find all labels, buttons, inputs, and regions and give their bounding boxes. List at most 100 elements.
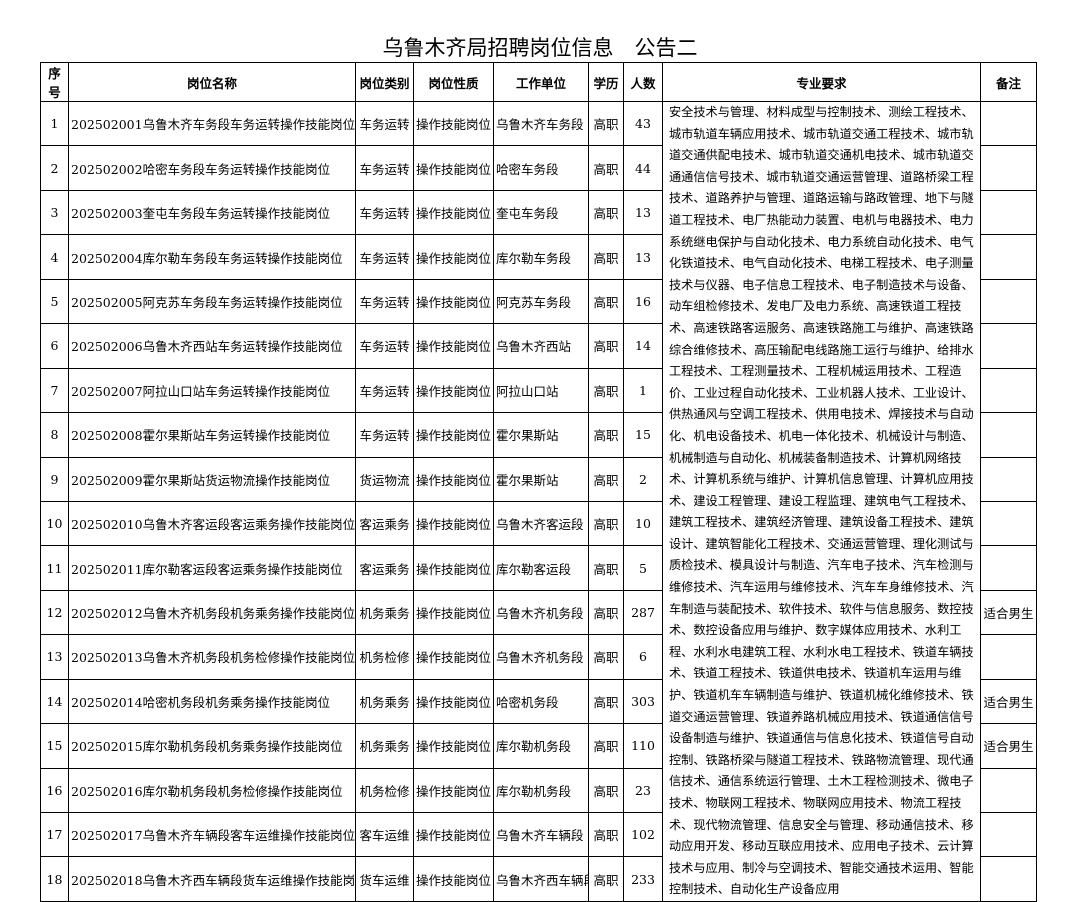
- table-cell: 高职: [588, 589, 624, 636]
- remark-cell: [980, 811, 1037, 858]
- table-cell: 高职: [588, 234, 624, 280]
- table-cell: 15: [40, 723, 69, 769]
- table-cell: 110: [623, 723, 663, 769]
- table-cell: 23: [623, 767, 663, 814]
- table-cell: 233: [623, 856, 663, 902]
- table-cell: 货车运维: [355, 856, 414, 902]
- table-cell: 车务运转: [355, 145, 414, 191]
- table-cell: 车务运转: [355, 367, 414, 414]
- table-cell: 阿拉山口站: [493, 367, 589, 414]
- table-cell: 高职: [588, 100, 624, 147]
- table-cell: 202502002哈密车务段车务运转操作技能岗位: [68, 145, 356, 191]
- job-table: 序号 岗位名称 岗位类别 岗位性质 工作单位 学历 人数 专业要求 备注 1 202502001乌…: [40, 62, 1037, 902]
- table-cell: 202502003奎屯车务段车务运转操作技能岗位: [68, 189, 356, 236]
- table-cell: 操作技能岗位: [413, 589, 494, 636]
- table-cell: 乌鲁木齐机务段: [493, 589, 589, 636]
- header-cell: 岗位类别: [355, 62, 414, 102]
- table-row: 12 202502012乌鲁木齐机务段机务乘务操作技能岗位 机务乘务 操作技能岗位 乌鲁…: [40, 589, 1037, 636]
- table-cell: 43: [623, 100, 663, 147]
- remark-cell: [980, 278, 1037, 325]
- header-cell: 序号: [40, 62, 69, 102]
- remark-cell: [980, 145, 1037, 191]
- table-row: 2 202502002哈密车务段车务运转操作技能岗位 车务运转 操作技能岗位 哈密车务段…: [40, 145, 1037, 191]
- table-cell: 202502013乌鲁木齐机务段机务检修操作技能岗位: [68, 634, 356, 680]
- table-row: 11 202502011库尔勒客运段客运乘务操作技能岗位 客运乘务 操作技能岗位 库尔勒…: [40, 545, 1037, 591]
- remark-cell: [980, 100, 1037, 147]
- table-cell: 机务乘务: [355, 723, 414, 769]
- table-cell: 13: [40, 634, 69, 680]
- table-cell: 操作技能岗位: [413, 678, 494, 725]
- table-cell: 操作技能岗位: [413, 634, 494, 680]
- table-cell: 客运乘务: [355, 500, 414, 547]
- table-cell: 操作技能岗位: [413, 723, 494, 769]
- table-cell: 乌鲁木齐西车辆段: [493, 856, 589, 902]
- table-cell: 车务运转: [355, 278, 414, 325]
- header-cell: 学历: [588, 62, 624, 102]
- table-cell: 操作技能岗位: [413, 767, 494, 814]
- table-cell: 操作技能岗位: [413, 811, 494, 858]
- table-cell: 哈密车务段: [493, 145, 589, 191]
- table-cell: 6: [623, 634, 663, 680]
- table-cell: 202502005阿克苏车务段车务运转操作技能岗位: [68, 278, 356, 325]
- table-cell: 12: [40, 589, 69, 636]
- table-cell: 操作技能岗位: [413, 456, 494, 502]
- table-cell: 4: [40, 234, 69, 280]
- table-cell: 202502015库尔勒机务段机务乘务操作技能岗位: [68, 723, 356, 769]
- table-cell: 操作技能岗位: [413, 100, 494, 147]
- remark-cell: 适合男生: [980, 723, 1037, 769]
- table-cell: 操作技能岗位: [413, 323, 494, 369]
- remark-cell: [980, 234, 1037, 280]
- table-cell: 高职: [588, 323, 624, 369]
- table-cell: 102: [623, 811, 663, 858]
- table-cell: 13: [623, 189, 663, 236]
- table-cell: 8: [40, 412, 69, 458]
- table-cell: 机务乘务: [355, 589, 414, 636]
- table-cell: 6: [40, 323, 69, 369]
- table-cell: 10: [40, 500, 69, 547]
- table-cell: 乌鲁木齐西站: [493, 323, 589, 369]
- table-cell: 机务检修: [355, 634, 414, 680]
- header-cell: 备注: [980, 62, 1037, 102]
- table-cell: 高职: [588, 145, 624, 191]
- table-cell: 库尔勒机务段: [493, 723, 589, 769]
- remark-cell: [980, 634, 1037, 680]
- table-cell: 操作技能岗位: [413, 234, 494, 280]
- table-cell: 高职: [588, 412, 624, 458]
- table-cell: 3: [40, 189, 69, 236]
- table-row: 5 202502005阿克苏车务段车务运转操作技能岗位 车务运转 操作技能岗位 阿克苏车…: [40, 278, 1037, 325]
- table-cell: 高职: [588, 634, 624, 680]
- remark-cell: 适合男生: [980, 678, 1037, 725]
- table-cell: 15: [623, 412, 663, 458]
- table-cell: 操作技能岗位: [413, 856, 494, 902]
- table-row: 15 202502015库尔勒机务段机务乘务操作技能岗位 机务乘务 操作技能岗位 库尔勒…: [40, 723, 1037, 769]
- table-cell: 霍尔果斯站: [493, 412, 589, 458]
- table-row: 4 202502004库尔勒车务段车务运转操作技能岗位 车务运转 操作技能岗位 库尔勒车…: [40, 234, 1037, 280]
- table-cell: 车务运转: [355, 323, 414, 369]
- table-cell: 操作技能岗位: [413, 545, 494, 591]
- remark-cell: [980, 545, 1037, 591]
- remark-cell: [980, 189, 1037, 236]
- table-cell: 5: [623, 545, 663, 591]
- table-cell: 1: [623, 367, 663, 414]
- table-cell: 乌鲁木齐车务段: [493, 100, 589, 147]
- remark-cell: [980, 856, 1037, 902]
- table-cell: 高职: [588, 678, 624, 725]
- table-row: 7 202502007阿拉山口站车务运转操作技能岗位 车务运转 操作技能岗位 阿拉山口站…: [40, 367, 1037, 414]
- page: 乌鲁木齐局招聘岗位信息 公告二 序号 岗位名称 岗位类别 岗位性质 工作单位 学历 人数 专业…: [40, 36, 1037, 902]
- table-cell: 11: [40, 545, 69, 591]
- header-cell: 工作单位: [493, 62, 589, 102]
- table-cell: 5: [40, 278, 69, 325]
- table-cell: 操作技能岗位: [413, 145, 494, 191]
- table-cell: 202502011库尔勒客运段客运乘务操作技能岗位: [68, 545, 356, 591]
- table-cell: 2: [40, 145, 69, 191]
- table-cell: 车务运转: [355, 412, 414, 458]
- table-cell: 货运物流: [355, 456, 414, 502]
- table-cell: 202502016库尔勒机务段机务检修操作技能岗位: [68, 767, 356, 814]
- table-cell: 2: [623, 456, 663, 502]
- table-cell: 高职: [588, 767, 624, 814]
- major-requirements: 安全技术与管理、材料成型与控制技术、测绘工程技术、城市轨道车辆应用技术、城市轨道…: [662, 101, 981, 902]
- table-cell: 乌鲁木齐车辆段: [493, 811, 589, 858]
- table-cell: 车务运转: [355, 100, 414, 147]
- remark-cell: [980, 367, 1037, 414]
- header-cell: 专业要求: [662, 62, 981, 102]
